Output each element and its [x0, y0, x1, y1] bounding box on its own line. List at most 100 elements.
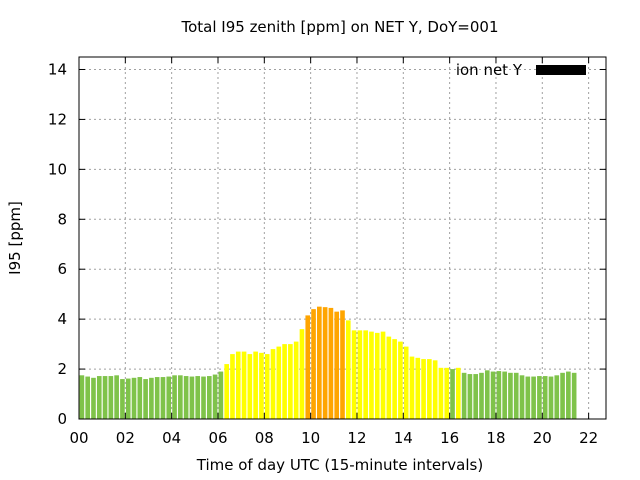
bar	[79, 375, 85, 419]
bar	[456, 367, 461, 419]
bar	[224, 364, 229, 419]
x-tick-label: 08	[255, 429, 274, 447]
bar	[212, 374, 218, 419]
bar	[340, 310, 345, 419]
y-tick-label: 4	[57, 310, 67, 328]
bar	[461, 372, 467, 419]
bar	[288, 344, 293, 419]
bar	[235, 351, 241, 419]
y-tick-label: 8	[57, 210, 67, 228]
bar	[369, 331, 374, 419]
bar	[172, 375, 177, 419]
bar	[345, 320, 351, 419]
y-tick-label: 10	[48, 160, 67, 178]
bar	[403, 346, 409, 419]
bar	[108, 376, 114, 419]
bar	[502, 371, 507, 419]
x-tick-label: 10	[301, 429, 320, 447]
bar	[357, 330, 363, 419]
legend: ion net Y	[456, 61, 586, 79]
bar	[363, 330, 368, 419]
plot-frame	[78, 56, 607, 420]
bar	[427, 359, 432, 419]
bar	[264, 354, 270, 419]
bar	[415, 357, 421, 419]
x-tick-label: 00	[69, 429, 88, 447]
bars	[79, 306, 577, 419]
y-axis-label: I95 [ppm]	[6, 201, 24, 275]
bar	[270, 349, 276, 419]
bar	[513, 372, 519, 419]
x-tick-label: 02	[116, 429, 135, 447]
bar	[293, 341, 299, 419]
bar	[317, 306, 322, 419]
bar	[496, 371, 502, 419]
bar	[398, 341, 403, 419]
bar	[322, 307, 328, 419]
bar	[120, 379, 125, 419]
bar	[218, 371, 224, 419]
bar	[125, 378, 131, 419]
bar	[328, 307, 334, 419]
bar	[537, 376, 542, 419]
x-tick-label: 20	[533, 429, 552, 447]
bar	[519, 375, 525, 419]
bar	[166, 376, 172, 419]
y-tick-label: 14	[48, 60, 67, 78]
x-tick-label: 22	[579, 429, 598, 447]
bar	[554, 375, 560, 419]
y-tick-label: 0	[57, 410, 67, 428]
grid	[79, 57, 606, 419]
bar	[102, 376, 108, 419]
bar	[149, 377, 154, 419]
y-tick-label: 12	[48, 110, 67, 128]
bar	[299, 329, 305, 419]
bar	[85, 376, 91, 419]
bar	[467, 374, 473, 419]
bar	[432, 360, 438, 419]
bar	[380, 331, 386, 419]
bar	[183, 376, 189, 419]
x-tick-label: 04	[162, 429, 181, 447]
bar	[91, 377, 96, 419]
x-tick-label: 12	[347, 429, 366, 447]
bar	[484, 370, 490, 419]
bar	[566, 371, 571, 419]
bar	[282, 344, 287, 419]
bar	[195, 376, 201, 419]
bar	[201, 376, 206, 419]
bar	[450, 369, 455, 419]
bar	[206, 376, 212, 419]
bar	[409, 356, 415, 419]
bar	[247, 354, 253, 419]
bar	[421, 359, 426, 419]
bar	[311, 309, 316, 419]
bar	[334, 311, 340, 419]
bar	[160, 377, 166, 419]
bar	[114, 375, 119, 419]
bar	[143, 379, 148, 419]
bar	[542, 376, 548, 419]
legend-swatch	[536, 65, 586, 75]
bar	[189, 376, 195, 419]
bar	[444, 367, 450, 419]
bar	[392, 339, 397, 419]
bar	[531, 376, 536, 419]
x-tick-label: 16	[440, 429, 459, 447]
bar	[479, 372, 484, 419]
bar	[386, 336, 392, 419]
bar	[131, 377, 137, 419]
bar	[137, 377, 143, 419]
y-tick-label: 2	[57, 360, 67, 378]
bar	[374, 332, 380, 419]
chart-title: Total I95 zenith [ppm] on NET Y, DoY=001	[180, 18, 498, 36]
bar	[490, 371, 496, 419]
bar	[508, 372, 513, 419]
bar	[438, 367, 444, 419]
bar	[253, 351, 258, 419]
bar	[259, 352, 264, 419]
x-tick-label: 06	[208, 429, 227, 447]
bar	[241, 351, 247, 419]
